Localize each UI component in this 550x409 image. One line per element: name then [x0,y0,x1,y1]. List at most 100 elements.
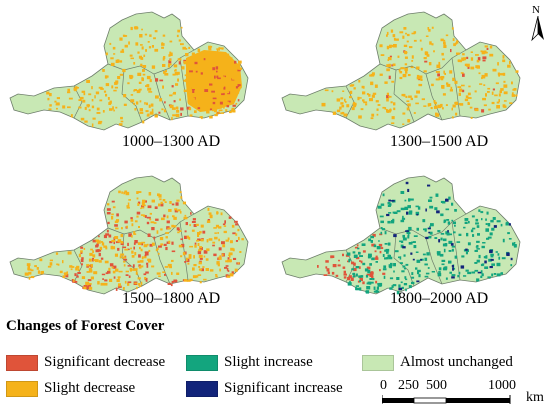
change-patch [85,286,89,290]
change-patch [398,256,400,259]
change-patch [163,243,167,246]
change-patch [411,272,414,275]
change-patch [429,225,431,229]
change-patch [193,103,196,106]
change-patch [415,267,418,270]
change-patch [448,240,453,244]
change-patch [424,228,427,232]
change-patch [455,101,459,106]
change-patch [107,221,110,225]
change-patch [195,70,198,73]
change-patch [494,94,498,97]
legend-swatch [186,354,218,371]
change-patch [194,61,198,65]
change-patch [405,278,408,281]
change-patch [126,225,128,228]
change-patch [404,67,408,71]
change-patch [100,257,104,260]
change-patch [237,262,240,264]
change-patch [171,116,173,121]
change-patch [416,280,420,283]
change-patch [379,73,383,76]
change-patch [210,45,213,48]
scale-tick-500: 500 [426,378,447,393]
change-patch [112,46,116,50]
change-patch [413,39,417,42]
change-patch [88,93,92,96]
change-patch [67,88,70,92]
change-patch [137,277,141,280]
change-patch [400,67,405,70]
change-patch [437,272,442,277]
change-patch [374,257,379,260]
change-patch [341,104,345,108]
change-patch [481,50,485,55]
change-patch [453,43,456,47]
change-patch [386,31,389,35]
change-patch [111,266,114,269]
change-patch [104,260,109,264]
change-patch [471,271,476,274]
change-patch [476,248,480,250]
change-patch [375,255,378,258]
map-panel-1000-1300 [4,6,264,156]
change-patch [407,103,411,107]
change-patch [171,241,174,245]
change-patch [88,286,93,290]
change-patch [342,253,344,257]
change-patch [387,110,391,113]
change-patch [151,199,155,203]
change-patch [386,64,391,68]
change-patch [358,79,361,83]
change-patch [134,240,138,244]
change-patch [465,251,468,255]
change-patch [425,272,430,275]
change-patch [217,77,221,80]
change-patch [228,216,232,219]
change-patch [472,234,475,237]
change-patch [402,237,407,241]
change-patch [426,54,430,57]
change-patch [77,272,81,274]
change-patch [411,32,416,35]
change-patch [358,266,361,269]
change-patch [183,89,188,92]
change-patch [346,252,351,256]
change-patch [451,107,453,111]
change-patch [107,203,110,206]
change-patch [393,263,396,267]
change-patch [137,51,140,54]
change-patch [141,242,143,246]
change-patch [221,241,225,245]
change-patch [207,207,210,211]
change-patch [160,243,163,246]
change-patch [342,90,345,92]
change-patch [447,230,449,233]
change-patch [155,78,159,82]
change-patch [81,276,86,279]
change-patch [507,232,510,235]
change-patch [404,206,409,210]
change-patch [118,283,121,287]
change-patch [463,57,467,61]
change-patch [461,84,465,87]
change-patch [498,74,500,77]
change-patch [372,278,375,281]
change-patch [371,94,375,98]
change-patch [387,242,391,246]
legend-swatch [6,354,38,371]
change-patch [213,253,217,257]
change-patch [84,106,87,110]
change-patch [83,247,86,250]
change-patch [116,278,120,282]
change-patch [424,51,429,56]
change-patch [105,93,108,97]
change-patch [118,277,120,280]
change-patch [150,103,154,107]
change-patch [515,70,519,73]
change-patches-2 [346,191,517,295]
change-patch [197,235,200,237]
change-patch [228,252,233,256]
change-patch [428,62,432,66]
change-patch [343,113,348,117]
